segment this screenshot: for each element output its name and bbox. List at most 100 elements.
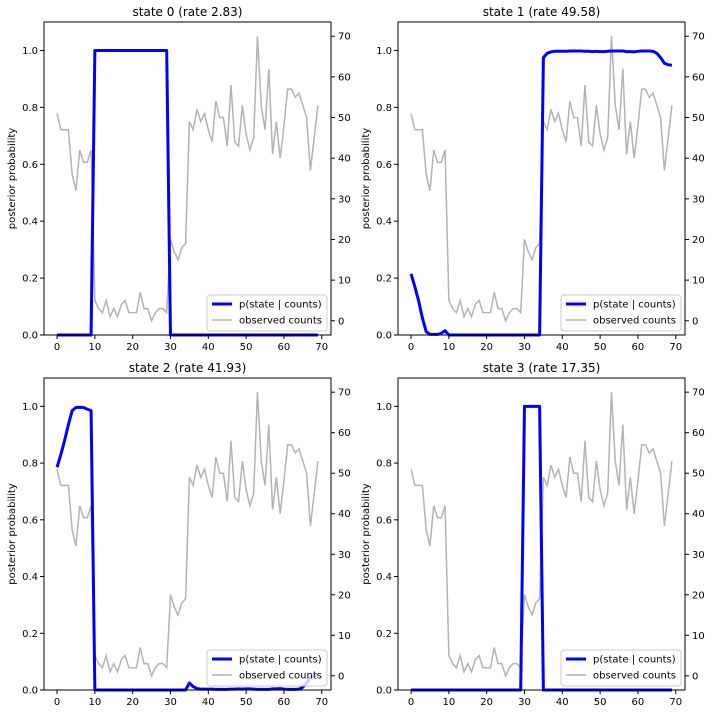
y-tick-label-right: 20 (338, 235, 351, 246)
subplot-3: 0 10 20 30 40 50 60 70 0.0 0.2 0.4 0.6 0.8 1.0 0 10 20 30… (361, 361, 705, 708)
observed-counts-line (56, 36, 319, 323)
y-tick-label-left: 0.6 (22, 160, 38, 171)
y-tick-label-right: 30 (338, 550, 351, 561)
y-tick-label-right: 70 (692, 32, 705, 43)
y-tick-label-right: 40 (338, 509, 351, 520)
y-tick-label-right: 50 (338, 113, 351, 124)
axes-frame (43, 21, 332, 336)
y-tick-label-right: 0 (692, 671, 698, 682)
x-tick-label: 50 (594, 697, 607, 708)
x-tick-label: 50 (240, 697, 253, 708)
subplot-0: 0 10 20 30 40 50 60 70 0.0 0.2 0.4 0.6 0.8 1.0 0 10 20 30… (7, 5, 351, 353)
y-tick-label-right: 50 (338, 469, 351, 480)
x-tick-label: 0 (408, 697, 414, 708)
y-tick-label-left: 0.6 (376, 515, 392, 526)
x-tick-label: 40 (202, 342, 215, 353)
x-tick-label: 40 (202, 697, 215, 708)
x-tick-label: 30 (164, 697, 177, 708)
legend-posterior-label: p(state | counts) (593, 300, 676, 311)
y-tick-label-right: 70 (692, 388, 705, 399)
y-axis-label: posterior probability (361, 483, 372, 584)
subplot-2: 0 10 20 30 40 50 60 70 0.0 0.2 0.4 0.6 0.8 1.0 0 10 20 30… (7, 361, 351, 708)
y-tick-label-left: 0.0 (376, 686, 392, 697)
y-tick-label-right: 70 (338, 32, 351, 43)
x-tick-label: 20 (480, 342, 493, 353)
y-tick-label-right: 60 (692, 428, 705, 439)
y-tick-label-left: 1.0 (376, 46, 392, 57)
y-tick-label-right: 60 (338, 72, 351, 83)
y-tick-label-left: 1.0 (22, 402, 38, 413)
x-tick-label: 20 (126, 342, 139, 353)
legend-box (560, 649, 682, 687)
x-tick-label: 10 (88, 342, 101, 353)
x-tick-label: 50 (240, 342, 253, 353)
x-tick-label: 40 (556, 342, 569, 353)
y-tick-label-left: 0.4 (22, 217, 38, 228)
x-tick-label: 0 (408, 342, 414, 353)
legend-box (206, 649, 328, 687)
y-tick-label-left: 0.8 (22, 459, 38, 470)
y-axis-label: posterior probability (7, 128, 18, 229)
axes-frame (43, 377, 332, 691)
x-tick-label: 70 (315, 697, 328, 708)
y-tick-label-left: 0.2 (376, 274, 392, 285)
y-tick-label-right: 30 (692, 550, 705, 561)
y-tick-label-right: 20 (692, 590, 705, 601)
x-tick-label: 60 (632, 342, 645, 353)
y-tick-label-right: 40 (692, 509, 705, 520)
x-tick-label: 20 (480, 697, 493, 708)
y-tick-label-right: 10 (338, 631, 351, 642)
y-tick-label-right: 20 (692, 235, 705, 246)
x-tick-label: 0 (54, 342, 60, 353)
x-tick-label: 70 (669, 697, 682, 708)
legend-posterior-label: p(state | counts) (239, 300, 322, 311)
legend-box (206, 294, 328, 332)
y-tick-label-right: 30 (692, 194, 705, 205)
y-tick-label-left: 0.2 (22, 629, 38, 640)
y-tick-label-right: 0 (338, 316, 344, 327)
x-tick-label: 0 (54, 697, 60, 708)
y-tick-label-left: 0.6 (22, 515, 38, 526)
y-axis-label: posterior probability (7, 483, 18, 584)
y-tick-label-right: 50 (692, 113, 705, 124)
y-axis-label: posterior probability (361, 128, 372, 229)
x-tick-label: 40 (556, 697, 569, 708)
x-tick-label: 30 (518, 697, 531, 708)
legend-counts-label: observed counts (239, 316, 322, 327)
y-tick-label-right: 70 (338, 388, 351, 399)
y-tick-label-left: 0.0 (22, 331, 38, 342)
subplot-title: state 2 (rate 41.93) (129, 361, 247, 375)
x-tick-label: 70 (669, 342, 682, 353)
y-tick-label-right: 60 (692, 72, 705, 83)
observed-counts-line (56, 392, 319, 678)
legend-box (560, 294, 682, 332)
subplot-1: 0 10 20 30 40 50 60 70 0.0 0.2 0.4 0.6 0.8 1.0 0 10 20 30… (361, 5, 705, 353)
legend-counts-label: observed counts (239, 671, 322, 682)
y-tick-label-right: 0 (338, 671, 344, 682)
y-tick-label-left: 0.0 (376, 331, 392, 342)
axes-frame (397, 377, 686, 691)
x-tick-label: 10 (442, 342, 455, 353)
y-tick-label-left: 0.8 (376, 459, 392, 470)
legend: p(state | counts) observed counts (560, 294, 682, 332)
y-tick-label-right: 20 (338, 590, 351, 601)
y-tick-label-right: 10 (338, 276, 351, 287)
y-tick-label-right: 30 (338, 194, 351, 205)
x-tick-label: 60 (278, 342, 291, 353)
x-tick-label: 30 (164, 342, 177, 353)
subplot-title: state 1 (rate 49.58) (483, 5, 601, 19)
y-tick-label-right: 40 (338, 154, 351, 165)
x-tick-label: 30 (518, 342, 531, 353)
x-tick-label: 20 (126, 697, 139, 708)
axes-frame (397, 21, 686, 336)
y-tick-label-right: 0 (692, 316, 698, 327)
subplot-title: state 3 (rate 17.35) (483, 361, 601, 375)
y-tick-label-left: 0.2 (22, 274, 38, 285)
y-tick-label-left: 0.8 (376, 103, 392, 114)
legend: p(state | counts) observed counts (206, 649, 328, 687)
y-tick-label-right: 50 (692, 469, 705, 480)
legend-counts-label: observed counts (593, 671, 676, 682)
y-tick-label-right: 10 (692, 276, 705, 287)
x-tick-label: 60 (278, 697, 291, 708)
